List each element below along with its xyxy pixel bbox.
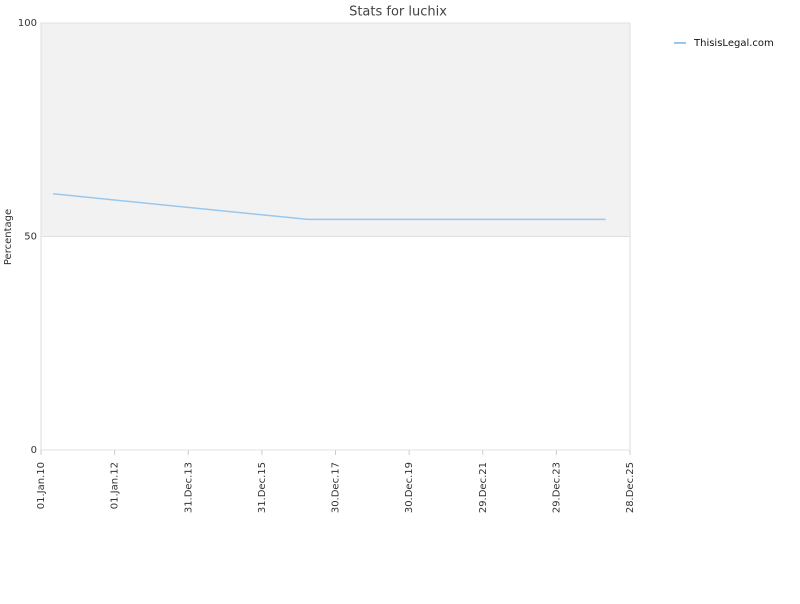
x-tick-label: 31.Dec.13 bbox=[183, 462, 194, 513]
line-series bbox=[53, 193, 606, 221]
y-tick-label: 50 bbox=[24, 232, 37, 243]
legend-label: ThisisLegal.com bbox=[693, 38, 774, 49]
y-tick-label: 0 bbox=[31, 445, 37, 456]
x-tick-label: 30.Dec.19 bbox=[404, 462, 415, 513]
x-tick-label: 01.Jan.10 bbox=[36, 462, 47, 509]
chart-title: Stats for luchix bbox=[349, 5, 447, 20]
y-tick-label: 100 bbox=[18, 18, 37, 29]
x-tick-label: 29.Dec.23 bbox=[551, 462, 562, 513]
plot-band bbox=[41, 23, 630, 237]
y-axis-label: Percentage bbox=[3, 209, 14, 265]
x-tick-label: 29.Dec.21 bbox=[478, 462, 489, 513]
x-tick-label: 31.Dec.15 bbox=[257, 462, 268, 513]
x-tick-label: 01.Jan.12 bbox=[110, 462, 121, 509]
x-tick-label: 30.Dec.17 bbox=[331, 462, 342, 513]
x-tick-label: 28.Dec.25 bbox=[625, 462, 636, 513]
